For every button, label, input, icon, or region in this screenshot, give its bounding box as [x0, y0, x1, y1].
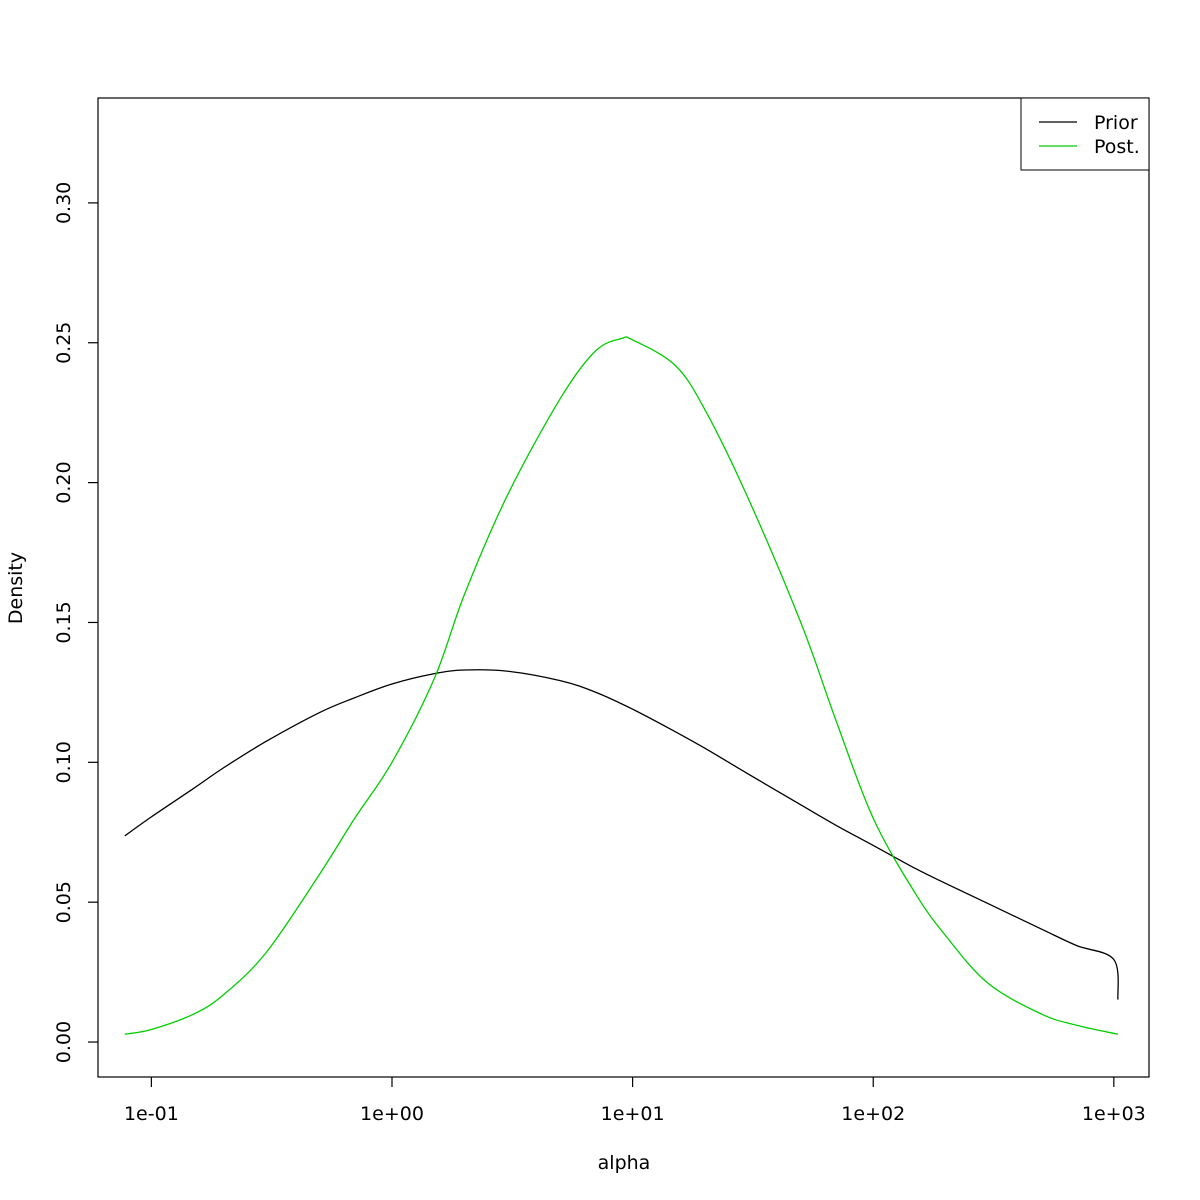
y-tick-label: 0.30 [53, 182, 75, 224]
x-tick-label: 1e+03 [1082, 1103, 1146, 1125]
y-axis: 0.00 0.05 0.10 0.15 0.20 0.25 0.30 [53, 182, 98, 1063]
legend-label-post: Post. [1094, 136, 1140, 158]
y-tick-label: 0.00 [53, 1021, 75, 1063]
x-tick-label: 1e-01 [124, 1103, 179, 1125]
x-axis-title: alpha [598, 1152, 651, 1174]
series-layer [124, 336, 1119, 1035]
x-tick-label: 1e+01 [601, 1103, 665, 1125]
y-axis-title: Density [5, 552, 27, 624]
series-line-post [124, 336, 1119, 1035]
y-tick-label: 0.25 [53, 322, 75, 364]
plot-frame [97, 97, 1150, 1078]
x-tick-label: 1e+00 [360, 1103, 424, 1125]
x-tick-label: 1e+02 [841, 1103, 905, 1125]
y-tick-label: 0.05 [53, 881, 75, 923]
x-axis: 1e-01 1e+00 1e+01 1e+02 1e+03 [124, 1077, 1146, 1125]
y-tick-label: 0.10 [53, 741, 75, 783]
legend-label-prior: Prior [1094, 112, 1138, 134]
legend: Prior Post. [1020, 97, 1150, 171]
legend-box [1020, 97, 1150, 171]
y-tick-label: 0.15 [53, 601, 75, 643]
y-tick-label: 0.20 [53, 461, 75, 503]
series-line-prior [124, 669, 1119, 1000]
